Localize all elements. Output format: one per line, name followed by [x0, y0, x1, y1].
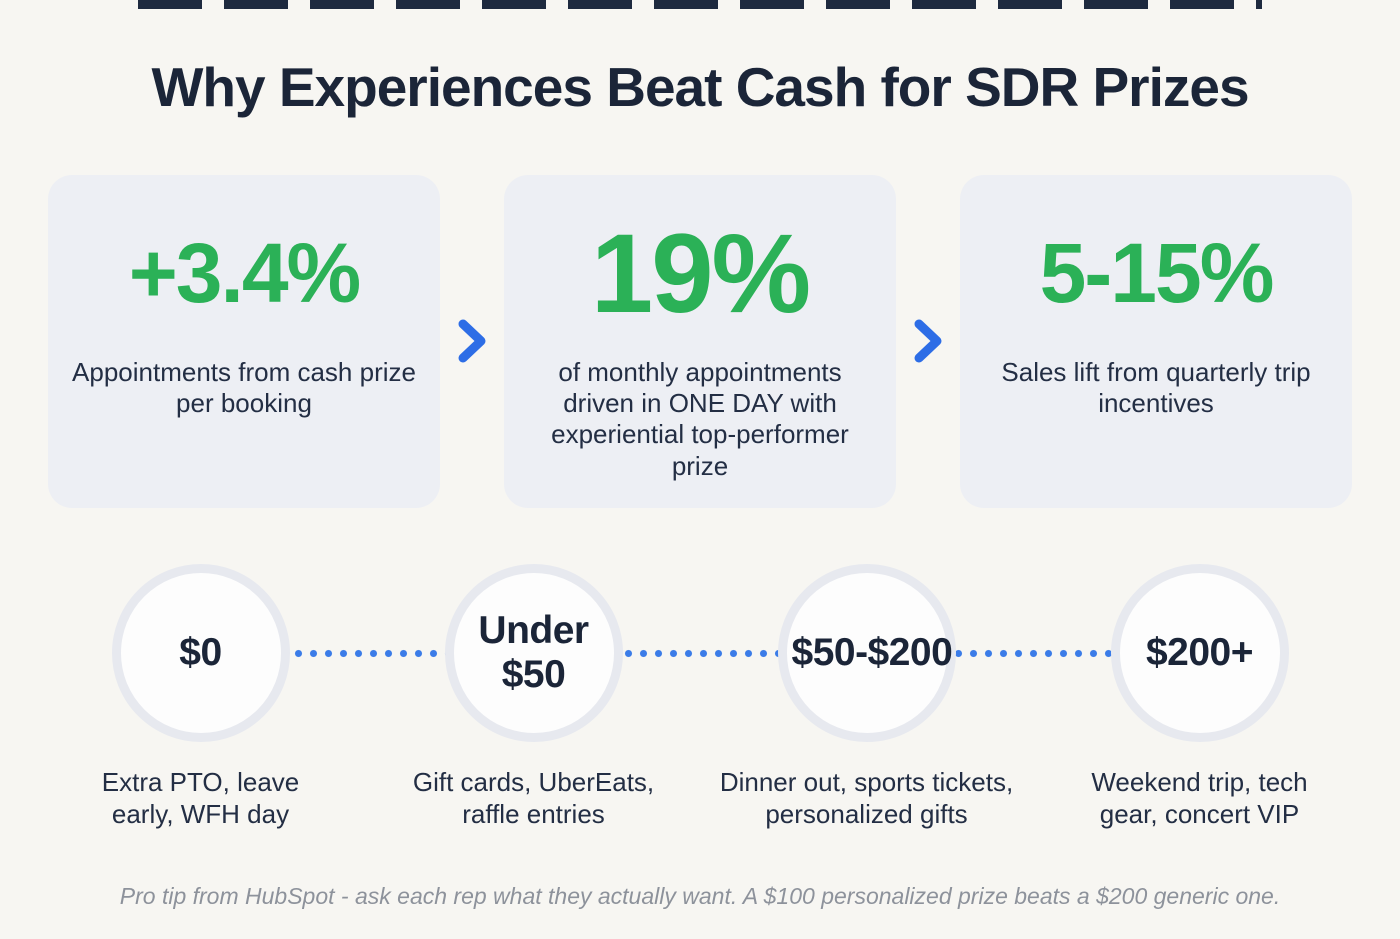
chevron-right-icon: [456, 317, 488, 365]
tier-circle: $200+: [1110, 563, 1289, 742]
stat-label: Sales lift from quarterly trip incentive…: [1001, 357, 1311, 419]
stat-label: of monthly appointments driven in ONE DA…: [551, 357, 849, 481]
stat-value-box: 19%: [590, 203, 811, 343]
top-crop-artifact: [138, 0, 1262, 9]
chevron-right-icon: [912, 317, 944, 365]
prize-tier-under-50: Under $50 Gift cards, UberEats, raffle e…: [367, 563, 700, 831]
tier-description: Weekend trip, tech gear, concert VIP: [1091, 766, 1308, 830]
stat-value: +3.4%: [128, 225, 362, 320]
tier-value: Under $50: [478, 609, 589, 696]
prize-tier-50-200: $50-$200 Dinner out, sports tickets, per…: [700, 563, 1033, 831]
prize-tier-zero: $0 Extra PTO, leave early, WFH day: [34, 563, 367, 831]
stat-card-one-day: 19% of monthly appointments driven in ON…: [504, 175, 896, 508]
tier-circle: $0: [111, 563, 290, 742]
tier-circle: $50-$200: [777, 563, 956, 742]
stat-label: Appointments from cash prize per booking: [72, 357, 416, 419]
stat-value: 19%: [590, 210, 811, 336]
stat-cards-row: +3.4% Appointments from cash prize per b…: [48, 175, 1352, 508]
stat-value-box: 5-15%: [1039, 203, 1275, 343]
pro-tip-text: Pro tip from HubSpot - ask each rep what…: [119, 882, 1281, 909]
prize-tier-200-plus: $200+ Weekend trip, tech gear, concert V…: [1033, 563, 1366, 831]
stat-value-box: +3.4%: [128, 203, 362, 343]
tier-circle: Under $50: [444, 563, 623, 742]
tier-value: $0: [179, 630, 222, 674]
stat-card-cash-prize: +3.4% Appointments from cash prize per b…: [48, 175, 440, 508]
chevron-gap: [896, 175, 960, 508]
tier-description: Extra PTO, leave early, WFH day: [101, 766, 300, 830]
prize-tier-row: $0 Extra PTO, leave early, WFH day Under…: [34, 563, 1366, 831]
tier-value: $200+: [1145, 630, 1254, 674]
chevron-gap: [440, 175, 504, 508]
stat-card-trip-incentives: 5-15% Sales lift from quarterly trip inc…: [960, 175, 1352, 508]
page-title: Why Experiences Beat Cash for SDR Prizes: [151, 56, 1249, 118]
tier-value: $50-$200: [791, 630, 953, 674]
tier-description: Dinner out, sports tickets, personalized…: [719, 766, 1014, 830]
dotted-connector-line: [200, 648, 1200, 658]
stat-value: 5-15%: [1039, 225, 1275, 320]
tier-description: Gift cards, UberEats, raffle entries: [412, 766, 655, 830]
